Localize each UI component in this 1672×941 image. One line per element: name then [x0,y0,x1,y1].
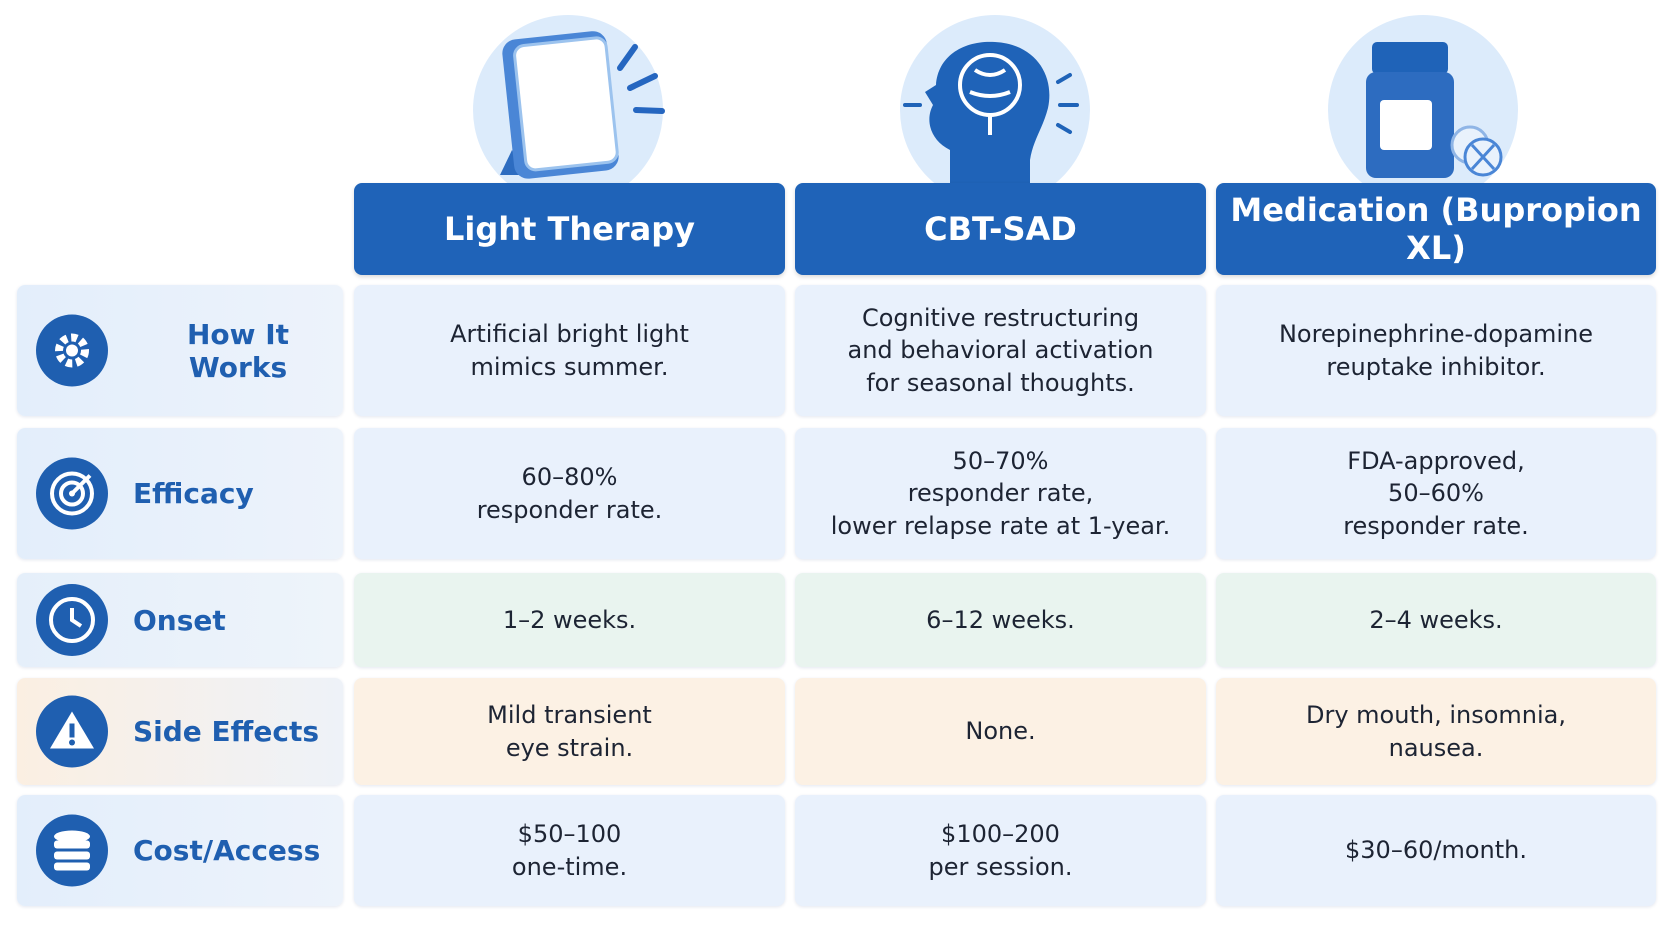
table-cell: 1–2 weeks. [354,573,785,667]
table-cell: Artificial bright light mimics summer. [354,285,785,416]
table-cell: Norepinephrine-dopamine reuptake inhibit… [1216,285,1656,416]
column-header: CBT-SAD [795,183,1206,275]
table-cell: 60–80% responder rate. [354,428,785,559]
table-cell: 50–70% responder rate, lower relapse rat… [795,428,1206,559]
row-label: Efficacy [17,428,343,559]
table-cell: Cognitive restructuring and behavioral a… [795,285,1206,416]
table-cell: 6–12 weeks. [795,573,1206,667]
table-cell: FDA-approved, 50–60% responder rate. [1216,428,1656,559]
table-cell: 2–4 weeks. [1216,573,1656,667]
column-header: Medication (Bupropion XL) [1216,183,1656,275]
row-label: Onset [17,573,343,667]
column-header: Light Therapy [354,183,785,275]
row-label: How It Works [17,285,343,416]
row-label: Side Effects [17,678,343,785]
table-cell: $100–200 per session. [795,795,1206,906]
table-cell: $30–60/month. [1216,795,1656,906]
table-cell: Dry mouth, insomnia, nausea. [1216,678,1656,785]
table-cell: None. [795,678,1206,785]
light-therapy-icon [473,15,665,205]
cbt-icon [900,15,1090,205]
table-cell: Mild transient eye strain. [354,678,785,785]
medication-icon [1328,15,1518,205]
table-cell: $50–100 one-time. [354,795,785,906]
row-label: Cost/Access [17,795,343,906]
